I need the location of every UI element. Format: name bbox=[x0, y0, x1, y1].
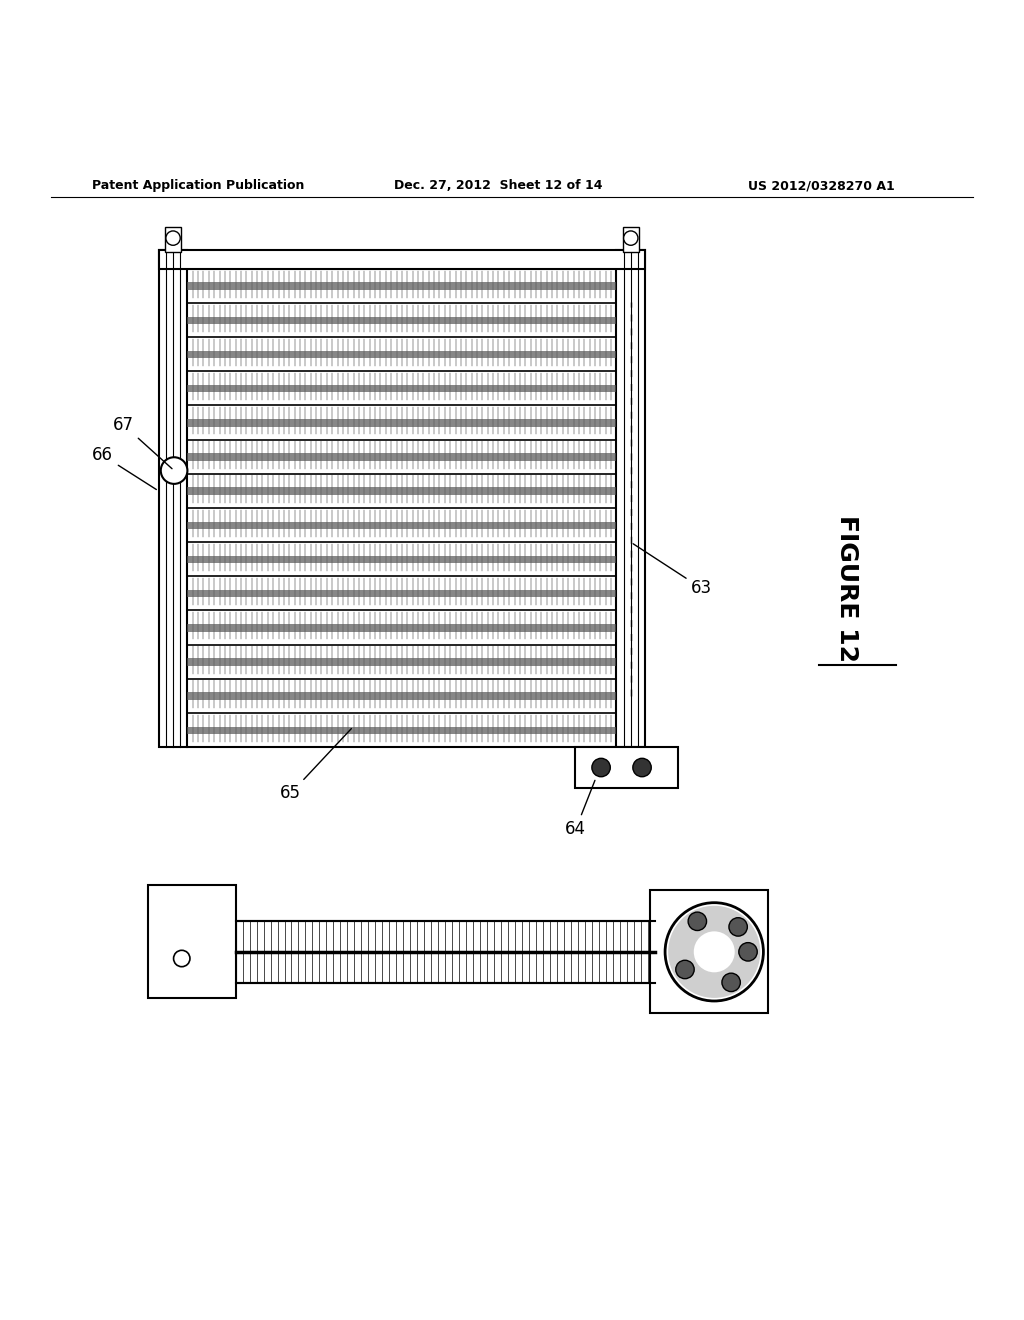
Bar bbox=[187, 269, 616, 304]
Text: 64: 64 bbox=[565, 780, 595, 838]
Bar bbox=[187, 678, 616, 713]
Circle shape bbox=[676, 960, 694, 978]
Bar bbox=[187, 487, 616, 495]
Bar bbox=[159, 251, 187, 747]
Bar bbox=[165, 227, 181, 252]
Bar bbox=[187, 610, 616, 644]
Text: Patent Application Publication: Patent Application Publication bbox=[92, 180, 304, 193]
Circle shape bbox=[738, 942, 758, 961]
Bar bbox=[575, 747, 678, 788]
Bar bbox=[187, 304, 616, 337]
Bar bbox=[187, 385, 616, 392]
Circle shape bbox=[633, 758, 651, 776]
Bar bbox=[187, 644, 616, 678]
Circle shape bbox=[666, 903, 764, 1001]
Bar bbox=[187, 317, 616, 325]
Bar bbox=[187, 693, 616, 700]
Circle shape bbox=[173, 950, 190, 966]
Bar bbox=[148, 886, 236, 998]
Bar bbox=[187, 543, 616, 577]
Text: 66: 66 bbox=[92, 446, 157, 490]
Bar bbox=[187, 371, 616, 405]
Bar bbox=[187, 453, 616, 461]
Bar bbox=[187, 624, 616, 631]
Circle shape bbox=[161, 457, 187, 484]
Bar bbox=[187, 713, 616, 747]
Circle shape bbox=[166, 231, 180, 246]
Bar bbox=[187, 577, 616, 610]
Bar bbox=[187, 420, 616, 426]
Bar bbox=[187, 659, 616, 665]
Bar bbox=[187, 282, 616, 290]
Circle shape bbox=[696, 933, 733, 970]
Bar bbox=[616, 251, 645, 747]
Circle shape bbox=[722, 973, 740, 991]
Bar bbox=[187, 508, 616, 543]
Text: 65: 65 bbox=[281, 729, 351, 803]
Text: Dec. 27, 2012  Sheet 12 of 14: Dec. 27, 2012 Sheet 12 of 14 bbox=[394, 180, 603, 193]
Bar bbox=[159, 251, 645, 269]
Text: FIGURE 12: FIGURE 12 bbox=[835, 515, 858, 661]
Bar bbox=[187, 337, 616, 371]
Text: US 2012/0328270 A1: US 2012/0328270 A1 bbox=[748, 180, 894, 193]
Bar bbox=[187, 726, 616, 734]
Bar bbox=[187, 351, 616, 358]
Bar bbox=[236, 921, 655, 982]
Bar bbox=[187, 440, 616, 474]
Bar bbox=[187, 521, 616, 529]
Text: 67: 67 bbox=[113, 416, 172, 469]
Bar bbox=[187, 556, 616, 564]
Circle shape bbox=[694, 932, 735, 973]
Circle shape bbox=[729, 917, 748, 936]
Bar bbox=[187, 405, 616, 440]
Text: 63: 63 bbox=[633, 544, 713, 598]
Bar bbox=[623, 227, 639, 252]
Bar bbox=[159, 251, 645, 747]
Circle shape bbox=[592, 758, 610, 776]
Circle shape bbox=[668, 906, 760, 998]
Bar bbox=[650, 891, 768, 1014]
Bar bbox=[187, 474, 616, 508]
Circle shape bbox=[688, 912, 707, 931]
Circle shape bbox=[624, 231, 638, 246]
Bar bbox=[187, 590, 616, 598]
